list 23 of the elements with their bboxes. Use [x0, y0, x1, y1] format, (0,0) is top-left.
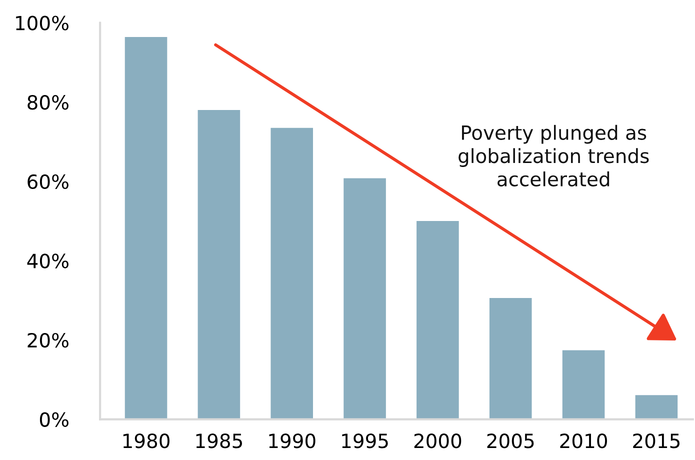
bar: [562, 350, 605, 420]
bar: [635, 395, 678, 420]
y-tick-label: 100%: [16, 16, 68, 30]
x-tick-label: 1990: [269, 434, 316, 448]
bar: [416, 221, 459, 420]
bar: [270, 128, 314, 420]
bar: [344, 178, 386, 420]
bar: [124, 37, 168, 420]
x-tick-label: 2000: [414, 434, 462, 448]
x-tick-label: 2005: [487, 434, 534, 448]
y-tick-label: 40%: [27, 254, 68, 268]
y-tick-label: 0%: [40, 412, 68, 427]
x-tick-label: 2015: [633, 434, 680, 448]
x-tick-label: 2010: [560, 434, 607, 448]
x-tick-label: 1985: [196, 434, 242, 448]
y-tick-label: 60%: [28, 174, 68, 190]
annotation: Poverty plunged as globalization trends accelerated: [458, 124, 649, 186]
x-tick-label: 1995: [342, 434, 388, 448]
y-tick-label: 80%: [28, 95, 68, 110]
bar: [489, 298, 532, 420]
y-tick-label: 20%: [28, 332, 68, 348]
bar: [198, 110, 240, 420]
x-tick-label: 1980: [123, 434, 170, 448]
